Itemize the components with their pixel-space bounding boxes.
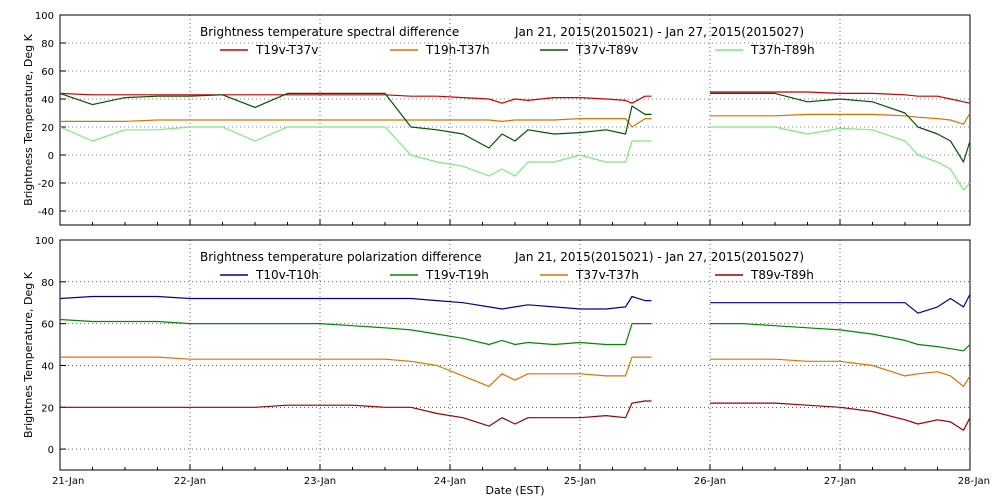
plot-frame (59, 239, 971, 471)
legend-entry: T37v-T89v (575, 43, 638, 57)
chart-date-range: Jan 21, 2015(2015021) - Jan 27, 2015(201… (514, 250, 804, 264)
x-tick-label: 25-Jan (564, 476, 596, 487)
series-line (59, 318, 971, 352)
y-tick-label: -40 (38, 207, 54, 218)
x-tick-label: 27-Jan (824, 476, 856, 487)
legend-entry: T19v-T19h (425, 268, 489, 282)
legend-entry: T19h-T37h (425, 43, 490, 57)
series-line (60, 400, 971, 431)
x-axis: 21-Jan 22-Jan 23-Jan 24-Jan 25-Jan 26-Jan 27-J… (52, 464, 990, 487)
x-axis-label: Date (EST) (485, 484, 544, 497)
series-group (59, 91, 971, 191)
series-line (59, 126, 971, 191)
y-tick-label: 0 (48, 445, 54, 456)
legend-entry: T89v-T89h (750, 268, 814, 282)
y-tick-label: 40 (41, 361, 54, 372)
y-tick-label: 100 (35, 236, 54, 247)
spectral-difference-panel: -40 -20 0 20 40 60 80 100 Brightness temperatur… (22, 11, 971, 226)
series-line (59, 92, 971, 163)
legend-entry: T10v-T10h (255, 268, 319, 282)
series-line (60, 356, 971, 387)
y-tick-label: -20 (38, 179, 54, 190)
series-group (59, 294, 971, 431)
x-tick-label: 22-Jan (174, 476, 206, 487)
series-line (59, 294, 971, 314)
chart-title: Brightness temperature polarization diff… (200, 250, 482, 264)
y-tick-label: 0 (48, 151, 54, 162)
y-tick-label: 60 (41, 320, 54, 331)
y-axis-label: Brightnes Temperature, Deg K (22, 271, 35, 438)
y-tick-label: 80 (41, 278, 54, 289)
x-tick-label: 23-Jan (304, 476, 336, 487)
x-tick-label: 28-Jan (958, 476, 990, 487)
grid (60, 240, 970, 470)
y-tick-label: 60 (41, 67, 54, 78)
series-line (59, 91, 971, 104)
legend-entry: T19v-T37v (255, 43, 318, 57)
x-tick-label: 26-Jan (694, 476, 726, 487)
y-axis: -40 -20 0 20 40 60 80 100 (35, 11, 66, 218)
y-tick-label: 80 (41, 39, 54, 50)
y-axis-label: Brightness Temperature, Deg K (22, 33, 35, 205)
legend: T10v-T10h T19v-T19h T37v-T37h T89v-T89h (220, 268, 814, 282)
series-line (60, 112, 971, 128)
x-axis (59, 219, 971, 225)
polarization-difference-panel: 0 20 40 60 80 100 21-Jan 22-Jan 23-Jan 24-Jan 25-… (22, 236, 990, 497)
legend: T19v-T37v T19h-T37h T37v-T89v T37h-T89h (220, 43, 815, 57)
y-tick-label: 100 (35, 11, 54, 22)
y-tick-label: 20 (41, 403, 54, 414)
legend-entry: T37v-T37h (575, 268, 639, 282)
x-tick-label: 21-Jan (52, 476, 84, 487)
y-tick-label: 20 (41, 123, 54, 134)
y-tick-label: 40 (41, 95, 54, 106)
x-tick-label: 24-Jan (434, 476, 466, 487)
chart-title: Brightness temperature spectral differen… (200, 25, 459, 39)
y-axis: 0 20 40 60 80 100 (35, 236, 66, 456)
legend-entry: T37h-T89h (750, 43, 815, 57)
chart-date-range: Jan 21, 2015(2015021) - Jan 27, 2015(201… (514, 25, 804, 39)
